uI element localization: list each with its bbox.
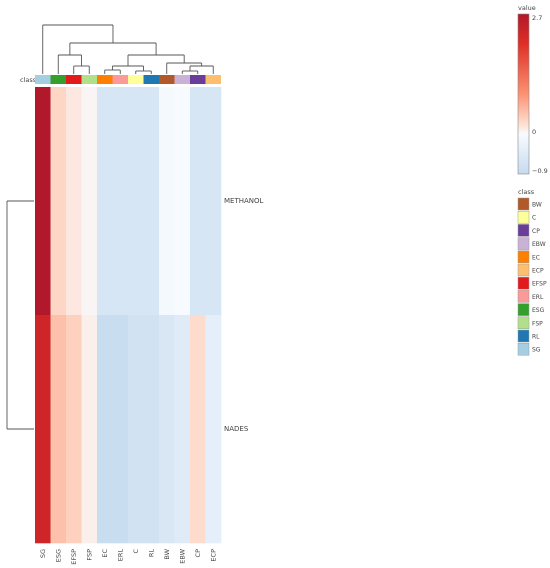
legend-label-sg: SG	[532, 347, 541, 354]
legend-label-fsp: FSP	[532, 320, 543, 327]
class-cell-esg	[50, 75, 66, 84]
heat-cell-nades-erl	[112, 315, 129, 544]
heat-cell-nades-ec	[97, 315, 113, 544]
column-label-fsp: FSP	[85, 549, 93, 561]
legend-swatch-ebw	[517, 237, 530, 250]
heat-cell-methanol-cp	[190, 87, 206, 316]
heat-cell-methanol-esg	[50, 87, 67, 316]
colorbar-zero-label: 0	[532, 128, 536, 136]
heat-cell-methanol-erl	[112, 87, 129, 316]
heat-cell-methanol-c	[128, 87, 144, 316]
legend-label-ec: EC	[532, 254, 540, 261]
heat-cell-methanol-sg	[35, 87, 51, 316]
legend-swatch-esg	[517, 303, 530, 316]
column-label-efsp: EFSP	[70, 549, 78, 565]
class-cell-bw	[159, 75, 175, 84]
legend-swatch-cp	[517, 224, 530, 237]
class-cell-c	[128, 75, 144, 84]
legend-swatch-rl	[517, 329, 530, 343]
legend-label-rl: RL	[532, 334, 540, 341]
class-cell-rl	[143, 75, 159, 84]
column-dendrogram	[42, 24, 214, 74]
class-cell-efsp	[66, 75, 82, 84]
heat-cell-methanol-fsp	[81, 87, 98, 316]
column-label-cp: CP	[194, 549, 202, 558]
legend-label-ecp: ECP	[532, 268, 544, 275]
colorbar-title: value	[518, 4, 536, 12]
class-legend: class BW C CP EBW EC ECP EFSP ERL ESG FSP RL SG	[517, 188, 547, 356]
legend-label-erl: ERL	[532, 294, 544, 301]
heat-cell-nades-esg	[50, 315, 67, 544]
colorbar: value 2.7 0 −0.9	[517, 4, 548, 175]
class-cell-fsp	[81, 75, 97, 84]
column-label-rl: RL	[147, 549, 155, 558]
colorbar-max-label: 2.7	[532, 14, 542, 22]
class-annotation-strip	[35, 75, 221, 84]
heat-cell-nades-bw	[159, 315, 175, 544]
heat-cell-nades-sg	[35, 315, 51, 544]
column-label-ec: EC	[101, 549, 109, 558]
legend-swatch-ecp	[517, 263, 530, 277]
column-label-ebw: EBW	[178, 548, 186, 563]
legend-label-esg: ESG	[532, 307, 545, 314]
heat-cell-methanol-bw	[159, 87, 175, 316]
class-cell-ebw	[174, 75, 190, 84]
heat-cell-nades-fsp	[81, 315, 98, 544]
heat-cell-nades-efsp	[66, 315, 82, 544]
column-label-erl: ERL	[116, 549, 124, 562]
heat-cell-nades-cp	[190, 315, 206, 544]
legend-label-efsp: EFSP	[532, 281, 547, 288]
legend-label-ebw: EBW	[532, 241, 546, 248]
legend-label-bw: BW	[532, 202, 542, 209]
colorbar-gradient	[517, 13, 530, 175]
class-cell-cp	[190, 75, 206, 84]
heat-cell-nades-ebw	[174, 315, 191, 544]
column-label-bw: BW	[163, 548, 171, 559]
legend-swatch-bw	[517, 197, 530, 211]
row-label-nades: NADES	[224, 425, 249, 433]
heatmap-cells	[35, 87, 222, 544]
class-cell-ecp	[205, 75, 221, 84]
heat-cell-nades-rl	[143, 315, 160, 544]
row-label-methanol: METHANOL	[224, 197, 264, 205]
heat-cell-methanol-ec	[97, 87, 113, 316]
heat-cell-methanol-ebw	[174, 87, 191, 316]
legend-label-c: C	[532, 215, 536, 222]
row-dendrogram	[6, 200, 34, 430]
legend-swatch-c	[517, 210, 530, 224]
legend-swatch-efsp	[517, 276, 530, 290]
heat-cell-nades-ecp	[205, 315, 222, 544]
column-label-ecp: ECP	[209, 549, 217, 562]
column-labels: SG ESG EFSP FSP EC ERL C RL BW EBW CP ECP	[39, 548, 218, 564]
row-labels: METHANOL NADES	[224, 197, 264, 433]
legend-label-cp: CP	[532, 228, 540, 235]
heat-cell-methanol-efsp	[66, 87, 82, 316]
heat-cell-methanol-ecp	[205, 87, 222, 316]
legend-swatch-sg	[517, 342, 530, 356]
class-cell-ec	[97, 75, 113, 84]
heat-cell-nades-c	[128, 315, 144, 544]
heat-cell-methanol-rl	[143, 87, 160, 316]
legend-swatch-fsp	[517, 316, 530, 330]
column-label-sg: SG	[39, 549, 47, 558]
class-cell-sg	[35, 75, 51, 84]
legend-swatch-erl	[517, 290, 530, 303]
class-cell-erl	[112, 75, 128, 84]
class-annotation-label: class	[20, 76, 37, 84]
column-label-esg: ESG	[54, 549, 62, 562]
legend-swatch-ec	[517, 250, 530, 264]
column-label-c: C	[132, 549, 140, 554]
colorbar-min-label: −0.9	[532, 167, 548, 175]
legend-title: class	[518, 188, 535, 196]
